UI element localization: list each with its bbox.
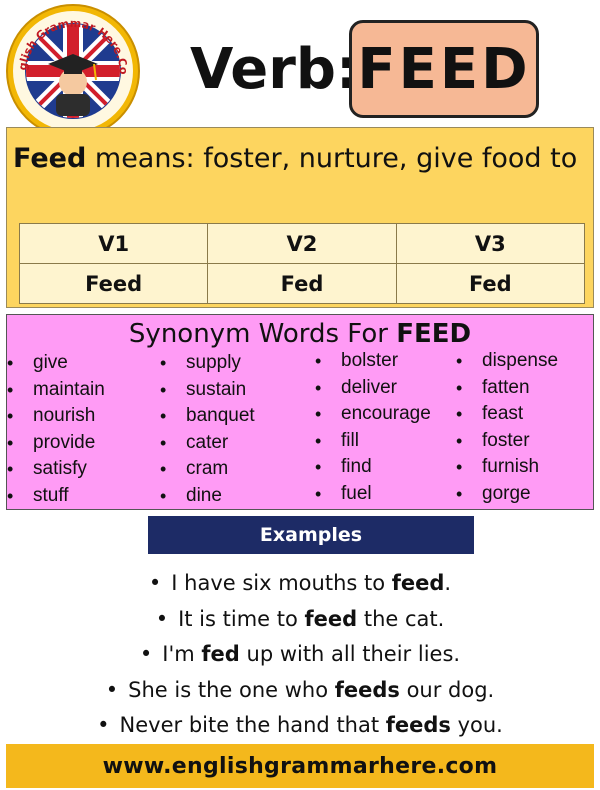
verb-box: FEED: [349, 20, 539, 118]
example-sentence: • I'm fed up with all their lies.: [139, 642, 461, 666]
synonym-item: cram: [160, 456, 255, 483]
verb-forms-table: V1 V2 V3 Feed Fed Fed: [18, 223, 586, 304]
example-sentence: • It is time to feed the cat.: [155, 606, 445, 631]
bullet-icon: •: [105, 677, 119, 702]
synonym-item: fuel: [315, 481, 431, 508]
synonym-item: find: [315, 454, 431, 481]
synonyms-column-2: supply sustain banquet cater cram dine: [160, 350, 255, 510]
bullet-icon: •: [97, 713, 110, 737]
forms-value-row: Feed Fed Fed: [18, 263, 586, 304]
synonyms-column-3: bolster deliver encourage fill find fuel: [315, 348, 431, 508]
synonym-item: feast: [456, 401, 558, 428]
verb-word: FEED: [357, 36, 531, 102]
examples-list: • I have six mouths to feed. • It is time …: [0, 566, 600, 744]
synonyms-title: Synonym Words For FEED: [7, 317, 593, 351]
site-logo: English Grammar Here.Com: [4, 2, 142, 140]
synonym-item: banquet: [160, 403, 255, 430]
synonyms-panel: Synonym Words For FEED give maintain nou…: [6, 314, 594, 510]
verb-label: Verb:: [190, 37, 359, 102]
synonym-item: sustain: [160, 377, 255, 404]
synonyms-column-1: give maintain nourish provide satisfy st…: [7, 350, 105, 510]
synonym-item: bolster: [315, 348, 431, 375]
bullet-icon: •: [155, 606, 169, 631]
synonym-item: satisfy: [7, 456, 105, 483]
synonyms-title-prefix: Synonym Words For: [128, 319, 397, 349]
synonym-item: cater: [160, 430, 255, 457]
synonym-item: dine: [160, 483, 255, 510]
synonym-item: foster: [456, 428, 558, 455]
forms-value-v2: Fed: [207, 263, 397, 304]
forms-header-v1: V1: [18, 223, 209, 264]
synonym-item: stuff: [7, 483, 105, 510]
forms-value-v1: Feed: [18, 263, 209, 304]
synonym-item: dispense: [456, 348, 558, 375]
forms-value-v3: Fed: [395, 263, 586, 304]
footer-banner: www.englishgrammarhere.com: [6, 744, 594, 788]
meaning-text: Feed means: foster, nurture, give food t…: [13, 138, 588, 180]
synonym-item: maintain: [7, 377, 105, 404]
synonym-item: encourage: [315, 401, 431, 428]
synonym-item: deliver: [315, 375, 431, 402]
meaning-definition: means: foster, nurture, give food to: [86, 143, 578, 174]
forms-header-v3: V3: [395, 223, 586, 264]
examples-header: Examples: [148, 516, 474, 554]
synonym-item: fill: [315, 428, 431, 455]
synonym-item: provide: [7, 430, 105, 457]
example-sentence: • Never bite the hand that feeds you.: [97, 713, 503, 737]
logo-graphic: English Grammar Here.Com: [4, 2, 140, 138]
forms-header-row: V1 V2 V3: [18, 223, 586, 264]
synonym-item: fatten: [456, 375, 558, 402]
synonyms-title-word: FEED: [396, 319, 472, 349]
synonym-item: supply: [160, 350, 255, 377]
bullet-icon: •: [139, 642, 153, 666]
synonym-item: gorge: [456, 481, 558, 508]
example-sentence: • She is the one who feeds our dog.: [105, 677, 495, 702]
synonyms-column-4: dispense fatten feast foster furnish gor…: [456, 348, 558, 508]
synonym-item: nourish: [7, 403, 105, 430]
meaning-panel: Feed means: foster, nurture, give food t…: [6, 127, 594, 308]
bullet-icon: •: [148, 571, 162, 595]
synonym-item: give: [7, 350, 105, 377]
forms-header-v2: V2: [207, 223, 397, 264]
footer-url[interactable]: www.englishgrammarhere.com: [102, 753, 498, 779]
example-sentence: • I have six mouths to feed.: [148, 571, 452, 595]
synonym-item: furnish: [456, 454, 558, 481]
meaning-word: Feed: [13, 143, 87, 174]
